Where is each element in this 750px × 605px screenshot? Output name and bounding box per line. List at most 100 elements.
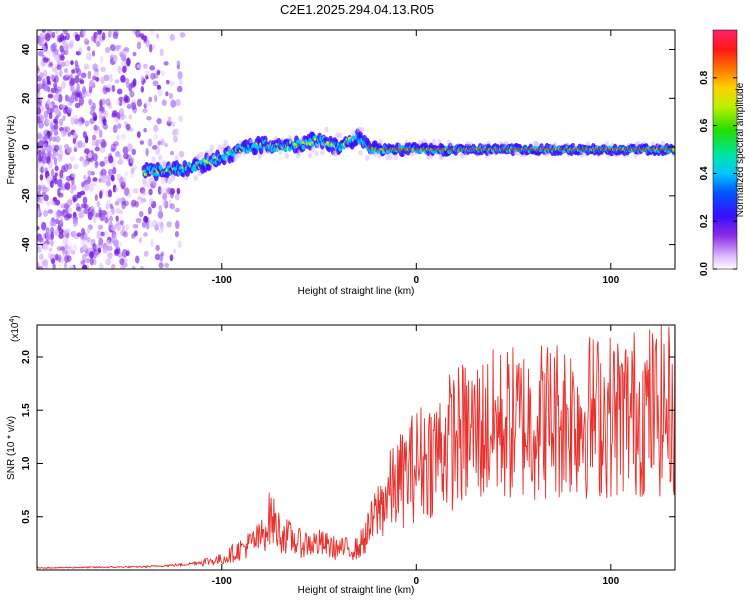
heatmap-cell	[53, 84, 58, 91]
heatmap-cell	[46, 75, 51, 81]
heatmap-cell	[165, 187, 171, 195]
heatmap-cell	[51, 258, 56, 265]
heatmap-cell	[106, 245, 113, 251]
snr-ytick-label: 1.0	[21, 456, 32, 470]
heatmap-cell	[98, 110, 103, 120]
heatmap-cell	[80, 72, 87, 79]
heatmap-cell	[155, 33, 160, 39]
heatmap-cell	[120, 133, 127, 140]
colorbar-tick-label: 0.4	[699, 166, 710, 180]
heatmap-cell	[71, 69, 75, 74]
heatmap-cell	[56, 209, 62, 218]
colorbar-tick-label: 0.2	[699, 214, 710, 228]
heatmap-cell	[40, 45, 47, 52]
heatmap-cell	[57, 192, 64, 198]
heatmap-cell	[126, 57, 131, 67]
heatmap-cell	[64, 182, 71, 191]
heatmap-cell	[114, 117, 119, 123]
heatmap-cell	[78, 46, 83, 56]
heatmap-cell	[62, 237, 69, 246]
heatmap-cell	[79, 190, 86, 196]
heatmap-cell	[37, 98, 43, 104]
heatmap-cell	[59, 45, 64, 53]
heatmap-cell	[136, 98, 143, 107]
heatmap-cell	[70, 60, 74, 66]
heatmap-cell	[56, 86, 62, 92]
heatmap-cell	[60, 81, 67, 90]
heatmap-cell	[117, 65, 122, 74]
heatmap-cell	[118, 100, 123, 107]
heatmap-cell	[111, 225, 116, 231]
heatmap-cell	[132, 164, 138, 171]
heatmap-cell	[55, 179, 60, 185]
heatmap-cell	[47, 130, 53, 137]
heatmap-cell	[57, 225, 62, 231]
heatmap-cell	[107, 152, 113, 160]
heatmap-cell	[151, 145, 158, 150]
heatmap-cell	[64, 71, 69, 78]
heatmap-cell	[78, 96, 85, 106]
heatmap-cell	[50, 43, 56, 53]
heatmap-cell	[102, 89, 108, 95]
heatmap-cell	[168, 92, 174, 100]
heatmap-cell	[151, 219, 158, 228]
heatmap-cell	[147, 206, 152, 215]
heatmap-cell	[64, 254, 69, 264]
heatmap-cell	[129, 90, 135, 98]
heatmap-cell	[65, 175, 72, 182]
heatmap-cell	[51, 31, 56, 39]
heatmap-cell	[169, 187, 176, 195]
heatmap-cell	[122, 146, 129, 155]
heatmap-cell	[91, 50, 96, 57]
heatmap-cell	[78, 77, 83, 84]
heatmap-cell	[86, 177, 91, 185]
spectrogram-xlabel: Height of straight line (km)	[298, 286, 415, 297]
heatmap-cell	[193, 175, 198, 182]
heatmap-cell	[53, 123, 59, 130]
heatmap-cell	[393, 154, 399, 161]
heatmap-cell	[62, 30, 68, 35]
heatmap-cell	[120, 74, 126, 83]
heatmap-cell	[135, 255, 140, 264]
heatmap-cell	[126, 82, 130, 89]
heatmap-cell	[157, 210, 164, 219]
heatmap-cell	[365, 155, 370, 162]
snr-panel: -100 0 100 0.5 1.0 1.5 2.0 Height of straight …	[6, 315, 676, 596]
heatmap-cell	[66, 107, 73, 114]
heatmap-cell	[140, 34, 146, 41]
heatmap-cell	[91, 209, 95, 217]
spectrogram-heatmap	[37, 30, 675, 269]
heatmap-cell	[74, 140, 80, 150]
heatmap-cell	[41, 151, 47, 159]
heatmap-cell	[44, 167, 48, 175]
heatmap-cell	[95, 213, 101, 218]
heatmap-cell	[50, 231, 55, 240]
heatmap-cell	[50, 74, 55, 81]
heatmap-cell	[49, 121, 54, 130]
heatmap-cell	[59, 69, 63, 78]
heatmap-cell	[44, 187, 50, 193]
heatmap-cell	[114, 187, 119, 192]
heatmap-cell	[52, 118, 58, 124]
heatmap-cell	[149, 30, 155, 37]
heatmap-cell	[143, 127, 147, 133]
heatmap-cell	[172, 248, 177, 254]
snr-scale-exponent: 4	[9, 319, 16, 323]
heatmap-cell	[60, 32, 65, 42]
spectrogram-ytick-label: -40	[21, 237, 32, 252]
heatmap-cell	[49, 219, 56, 227]
heatmap-cell	[106, 174, 112, 181]
heatmap-cell	[161, 70, 165, 77]
heatmap-cell	[98, 262, 104, 269]
heatmap-cell	[155, 244, 160, 252]
heatmap-cell	[145, 70, 150, 77]
heatmap-cell	[86, 52, 92, 61]
heatmap-cell	[131, 232, 138, 238]
heatmap-cell	[99, 161, 106, 167]
heatmap-cell	[102, 110, 107, 116]
heatmap-cell	[107, 189, 113, 198]
heatmap-cell	[44, 32, 51, 42]
heatmap-cell	[143, 250, 149, 257]
spectrogram-xtick-label: -100	[212, 275, 232, 286]
heatmap-cell	[173, 128, 180, 136]
